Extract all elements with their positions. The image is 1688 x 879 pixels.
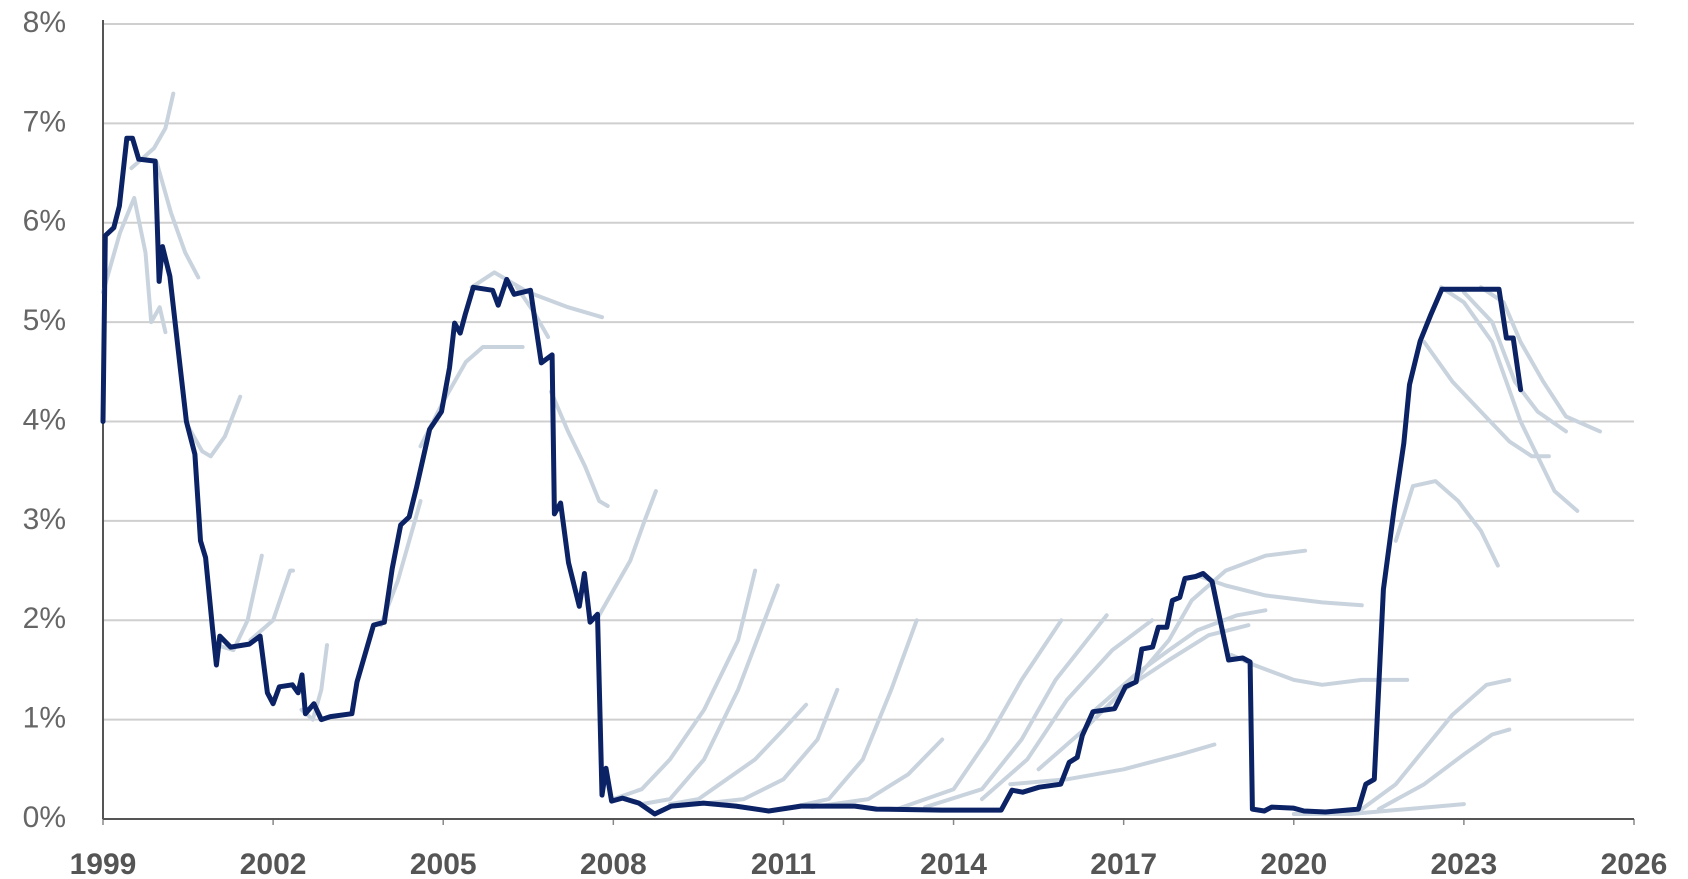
forecast-line — [1422, 340, 1551, 459]
forecast-line — [549, 389, 610, 508]
forecast-line — [186, 394, 243, 459]
main-line — [100, 135, 1524, 817]
y-tick-label: 8% — [23, 6, 66, 39]
forecast-line — [1008, 742, 1217, 787]
forecast-line — [1359, 677, 1512, 812]
forecast-line — [696, 687, 840, 807]
forecast-line — [781, 618, 919, 812]
x-tick-label: 2005 — [410, 848, 477, 879]
forecast-line — [594, 489, 658, 623]
x-tick-label: 2008 — [580, 848, 647, 879]
forecast-line — [1461, 290, 1568, 434]
x-tick-label: 2026 — [1601, 848, 1668, 879]
forecast-line — [1093, 608, 1268, 712]
forecast-line — [1195, 573, 1364, 608]
forecast-line — [979, 618, 1154, 802]
y-tick-label: 6% — [23, 205, 66, 238]
y-tick-label: 5% — [23, 304, 66, 337]
forecast-line — [418, 345, 525, 449]
forecast-line — [894, 618, 1064, 812]
forecast-line — [214, 553, 264, 653]
forecast-line — [1133, 548, 1308, 682]
x-tick-label: 2011 — [751, 848, 816, 879]
x-tick-label: 2017 — [1090, 848, 1157, 879]
x-tick-label: 2002 — [240, 848, 307, 879]
forecast-line — [1376, 727, 1512, 812]
forecast-line — [668, 702, 809, 807]
forecast-line — [639, 583, 780, 807]
y-tick-label: 4% — [23, 403, 66, 436]
x-tick-label: 1999 — [70, 848, 137, 879]
y-tick-label: 3% — [23, 503, 66, 536]
forecast-line — [154, 161, 201, 280]
forecast-line — [611, 568, 758, 802]
forecast-line — [923, 613, 1109, 810]
forecast-line — [809, 737, 945, 810]
forecast-line — [469, 270, 604, 320]
x-tick-label: 2023 — [1431, 848, 1498, 879]
y-tick-label: 7% — [23, 105, 66, 138]
x-tick-label: 2020 — [1260, 848, 1327, 879]
y-tick-label: 1% — [23, 702, 66, 735]
y-tick-label: 2% — [23, 602, 66, 635]
x-tick-label: 2014 — [920, 848, 987, 879]
forecast-line — [1036, 623, 1251, 772]
forecast-line — [101, 195, 168, 335]
forecast-line — [1439, 285, 1580, 513]
forecast-line — [248, 568, 295, 643]
forecast-line — [1393, 479, 1500, 568]
y-tick-label: 0% — [23, 801, 66, 834]
